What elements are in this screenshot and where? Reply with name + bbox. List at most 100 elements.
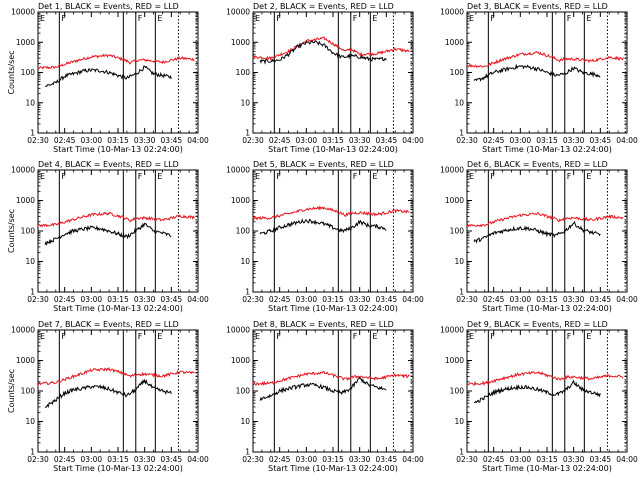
y-tick-label: 100 bbox=[236, 68, 251, 77]
x-axis-label: Start Time (10-Mar-13 02:24:00) bbox=[53, 145, 183, 154]
x-tick-label: 03:45 bbox=[161, 455, 183, 464]
x-tick-label: 03:00 bbox=[296, 455, 318, 464]
x-tick-label: 03:00 bbox=[81, 136, 103, 145]
panel-title: Det 3, BLACK = Events, RED = LLD bbox=[467, 2, 608, 11]
panel-title: Det 6, BLACK = Events, RED = LLD bbox=[467, 160, 608, 169]
marker-label: F bbox=[61, 332, 66, 341]
x-tick-label: 03:30 bbox=[563, 295, 585, 304]
x-tick-label: 03:15 bbox=[536, 136, 558, 145]
marker-label: E bbox=[372, 14, 377, 23]
marker-label: E bbox=[255, 332, 260, 341]
x-tick-label: 02:45 bbox=[483, 455, 505, 464]
y-tick-label: 100 bbox=[21, 387, 36, 396]
y-axis-label: Counts/sec bbox=[7, 209, 16, 253]
marker-label: F bbox=[138, 332, 143, 341]
chart-panel-9: Det 9, BLACK = Events, RED = LLD 1 10 100 10… bbox=[440, 320, 638, 473]
marker-label: F bbox=[276, 14, 281, 23]
marker-label: E bbox=[40, 332, 45, 341]
x-tick-label: 04:00 bbox=[187, 295, 209, 304]
x-tick-label: 02:30 bbox=[27, 136, 49, 145]
plot-frame bbox=[466, 169, 628, 293]
marker-label: F bbox=[567, 14, 572, 23]
x-tick-label: 03:30 bbox=[349, 295, 371, 304]
y-tick-label: 10 bbox=[240, 257, 250, 266]
lld-series-line bbox=[37, 366, 195, 386]
x-tick-label: 03:15 bbox=[322, 455, 344, 464]
y-tick-label: 10000 bbox=[226, 326, 250, 335]
marker-label: F bbox=[61, 14, 66, 23]
y-tick-label: 1 bbox=[30, 129, 35, 138]
x-tick-label: 02:45 bbox=[483, 295, 505, 304]
x-tick-label: 03:45 bbox=[590, 136, 612, 145]
events-series-line bbox=[45, 65, 172, 87]
y-tick-label: 10 bbox=[454, 257, 464, 266]
marker-label: F bbox=[138, 172, 143, 181]
x-tick-label: 02:30 bbox=[456, 455, 478, 464]
x-tick-label: 03:15 bbox=[322, 295, 344, 304]
x-tick-label: 04:00 bbox=[402, 295, 424, 304]
marker-label: E bbox=[372, 332, 377, 341]
y-tick-label: 1000 bbox=[231, 38, 250, 47]
chart-panel-7: Det 7, BLACK = Events, RED = LLD 1 10 100 10… bbox=[7, 320, 209, 473]
marker-label: F bbox=[490, 172, 495, 181]
x-tick-label: 03:15 bbox=[107, 455, 129, 464]
x-tick-label: 03:30 bbox=[134, 136, 156, 145]
marker-label: F bbox=[276, 172, 281, 181]
marker-label: F bbox=[353, 332, 358, 341]
x-tick-label: 02:30 bbox=[242, 136, 264, 145]
x-axis-label: Start Time (10-Mar-13 02:24:00) bbox=[268, 464, 398, 473]
y-tick-label: 10000 bbox=[440, 8, 464, 17]
x-tick-label: 03:15 bbox=[536, 455, 558, 464]
x-tick-label: 03:45 bbox=[376, 136, 398, 145]
lld-series-line bbox=[252, 36, 410, 61]
y-tick-label: 10000 bbox=[11, 326, 35, 335]
panel-title: Det 4, BLACK = Events, RED = LLD bbox=[38, 160, 179, 169]
x-tick-label: 03:45 bbox=[376, 455, 398, 464]
y-tick-label: 10000 bbox=[11, 8, 35, 17]
events-series-line bbox=[473, 63, 601, 82]
plot-frame bbox=[252, 11, 414, 134]
marker-label: F bbox=[276, 332, 281, 341]
x-tick-label: 03:00 bbox=[296, 136, 318, 145]
x-tick-label: 03:30 bbox=[563, 136, 585, 145]
x-tick-label: 04:00 bbox=[187, 455, 209, 464]
events-series-line bbox=[44, 378, 172, 409]
y-tick-label: 1 bbox=[30, 288, 35, 297]
marker-label: E bbox=[157, 332, 162, 341]
y-tick-label: 1 bbox=[245, 288, 250, 297]
marker-label: F bbox=[353, 172, 358, 181]
panel-title: Det 2, BLACK = Events, RED = LLD bbox=[253, 2, 394, 11]
marker-label: E bbox=[255, 172, 260, 181]
marker-label: F bbox=[138, 14, 143, 23]
y-tick-label: 1 bbox=[245, 448, 250, 457]
x-tick-label: 03:45 bbox=[590, 295, 612, 304]
x-axis-label: Start Time (10-Mar-13 02:24:00) bbox=[268, 145, 398, 154]
marker-label: E bbox=[40, 172, 45, 181]
marker-label: F bbox=[567, 332, 572, 341]
marker-label: E bbox=[40, 14, 45, 23]
y-tick-label: 1000 bbox=[231, 196, 250, 205]
y-tick-label: 10 bbox=[25, 98, 35, 107]
x-tick-label: 03:15 bbox=[107, 295, 129, 304]
y-tick-label: 10 bbox=[240, 98, 250, 107]
y-tick-label: 1000 bbox=[16, 38, 35, 47]
x-tick-label: 03:30 bbox=[134, 295, 156, 304]
y-tick-label: 1000 bbox=[16, 356, 35, 365]
y-tick-label: 10000 bbox=[440, 326, 464, 335]
chart-panel-6: Det 6, BLACK = Events, RED = LLD 1 10 100 10… bbox=[440, 160, 638, 313]
x-tick-label: 03:00 bbox=[510, 295, 532, 304]
x-tick-label: 02:30 bbox=[27, 295, 49, 304]
panel-title: Det 7, BLACK = Events, RED = LLD bbox=[38, 320, 179, 329]
x-tick-label: 02:30 bbox=[456, 136, 478, 145]
x-tick-label: 02:45 bbox=[54, 455, 76, 464]
y-tick-label: 10 bbox=[25, 417, 35, 426]
y-axis-label: Counts/sec bbox=[7, 369, 16, 413]
x-tick-label: 03:00 bbox=[81, 295, 103, 304]
x-tick-label: 02:45 bbox=[483, 136, 505, 145]
x-tick-label: 02:30 bbox=[242, 455, 264, 464]
x-tick-label: 02:45 bbox=[269, 136, 291, 145]
marker-label: E bbox=[157, 172, 162, 181]
marker-label: E bbox=[586, 332, 591, 341]
